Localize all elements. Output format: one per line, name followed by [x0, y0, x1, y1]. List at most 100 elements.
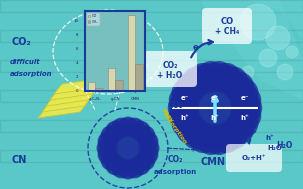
Circle shape	[227, 72, 254, 99]
Circle shape	[217, 75, 237, 95]
Circle shape	[142, 125, 151, 134]
Polygon shape	[42, 96, 92, 112]
Circle shape	[120, 170, 128, 178]
Circle shape	[176, 117, 203, 144]
Circle shape	[140, 132, 158, 150]
Circle shape	[139, 165, 148, 174]
Circle shape	[248, 106, 261, 119]
Circle shape	[109, 129, 122, 142]
Circle shape	[193, 121, 213, 141]
Circle shape	[242, 66, 254, 78]
FancyBboxPatch shape	[202, 8, 252, 44]
Circle shape	[98, 148, 106, 156]
Circle shape	[231, 134, 244, 147]
Circle shape	[137, 149, 150, 163]
Bar	[135, 64, 143, 91]
Circle shape	[129, 157, 142, 170]
Circle shape	[147, 156, 156, 164]
Circle shape	[218, 140, 231, 153]
Circle shape	[102, 128, 111, 137]
Circle shape	[286, 46, 298, 58]
Circle shape	[169, 103, 196, 130]
Text: h⁺: h⁺	[211, 115, 219, 121]
Circle shape	[229, 89, 249, 109]
Circle shape	[119, 124, 132, 137]
Circle shape	[181, 89, 201, 109]
Circle shape	[246, 88, 258, 100]
Circle shape	[98, 132, 116, 150]
Circle shape	[234, 103, 261, 130]
Circle shape	[221, 67, 248, 94]
Circle shape	[137, 133, 150, 147]
Polygon shape	[250, 0, 303, 40]
Text: CO₂: CO₂	[162, 61, 178, 70]
Text: difficult: difficult	[10, 59, 41, 65]
Circle shape	[169, 106, 182, 119]
Circle shape	[205, 128, 233, 155]
Circle shape	[182, 67, 209, 94]
Circle shape	[231, 69, 244, 82]
Text: CO₂: CO₂	[167, 156, 183, 164]
Circle shape	[168, 94, 195, 122]
Circle shape	[170, 92, 183, 105]
Circle shape	[198, 128, 225, 155]
Circle shape	[193, 75, 213, 95]
Circle shape	[129, 126, 142, 139]
Circle shape	[120, 118, 128, 126]
Circle shape	[190, 67, 203, 79]
Text: e⁻: e⁻	[193, 43, 203, 53]
Circle shape	[139, 122, 148, 131]
Circle shape	[186, 69, 199, 82]
Circle shape	[108, 122, 117, 131]
Circle shape	[199, 140, 212, 153]
FancyBboxPatch shape	[0, 30, 303, 42]
Circle shape	[227, 137, 240, 149]
Circle shape	[132, 157, 150, 175]
Circle shape	[98, 140, 106, 148]
Circle shape	[176, 72, 203, 99]
Bar	[88, 82, 95, 91]
Text: adsorption: adsorption	[153, 169, 197, 175]
Circle shape	[238, 75, 251, 88]
Circle shape	[195, 139, 207, 151]
Text: e⁻: e⁻	[241, 95, 249, 101]
Circle shape	[184, 83, 203, 103]
Circle shape	[149, 136, 157, 144]
Polygon shape	[38, 102, 88, 118]
Circle shape	[138, 144, 152, 157]
Circle shape	[124, 124, 137, 137]
Circle shape	[231, 95, 251, 115]
Circle shape	[134, 154, 147, 167]
Circle shape	[231, 79, 258, 106]
Circle shape	[227, 113, 246, 133]
Circle shape	[182, 122, 209, 149]
Circle shape	[231, 110, 258, 137]
Circle shape	[176, 124, 189, 137]
Circle shape	[137, 152, 155, 170]
Circle shape	[179, 101, 199, 121]
Circle shape	[174, 120, 186, 133]
Circle shape	[277, 64, 293, 80]
Circle shape	[100, 132, 109, 140]
Circle shape	[128, 170, 136, 178]
Circle shape	[116, 169, 124, 177]
Circle shape	[227, 117, 254, 144]
Text: adsorption: adsorption	[10, 71, 53, 77]
Bar	[95, 88, 103, 91]
Circle shape	[199, 63, 212, 76]
Circle shape	[147, 132, 156, 140]
Text: O₂+H⁺: O₂+H⁺	[242, 155, 266, 161]
Circle shape	[247, 92, 260, 105]
Circle shape	[119, 161, 137, 180]
Circle shape	[114, 157, 127, 170]
Circle shape	[171, 79, 198, 106]
Circle shape	[106, 133, 119, 147]
Circle shape	[214, 141, 226, 154]
Circle shape	[101, 152, 119, 170]
Text: h⁺: h⁺	[181, 115, 189, 121]
FancyBboxPatch shape	[0, 0, 303, 12]
Circle shape	[214, 126, 241, 153]
Text: h⁺: h⁺	[241, 115, 249, 121]
Circle shape	[142, 163, 151, 171]
FancyBboxPatch shape	[0, 150, 303, 162]
